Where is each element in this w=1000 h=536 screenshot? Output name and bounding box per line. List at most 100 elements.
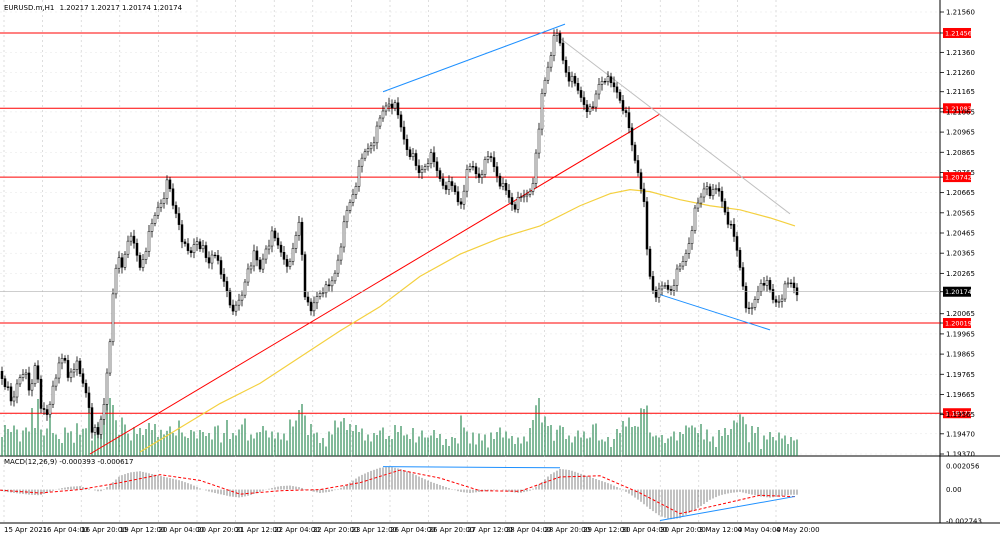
trendline[interactable]: [89, 113, 661, 455]
price-tag: [943, 172, 971, 183]
candle-body: [489, 156, 493, 158]
candle-body: [753, 299, 757, 308]
price-tag: [943, 318, 971, 329]
candle-body: [267, 245, 271, 250]
price-tick-label: 1.20265: [946, 270, 975, 278]
price-tag-label: 1.20174: [945, 288, 972, 296]
price-tag-label: 1.20742: [945, 174, 972, 182]
tick-volume-bars: [1, 398, 798, 456]
candle-body: [663, 285, 667, 287]
candle-body: [408, 149, 412, 158]
candle-body: [84, 383, 88, 394]
candle-body: [495, 166, 499, 177]
trendlines[interactable]: [89, 23, 791, 455]
chart-header: EURUSD.m,H1 1.20217 1.20217 1.20174 1.20…: [4, 4, 183, 12]
candle-body: [186, 243, 190, 251]
time-label: 28 Apr 04:00: [506, 526, 552, 534]
candle-body: [402, 126, 406, 140]
candle-body: [171, 188, 175, 206]
macd-trendline[interactable]: [659, 495, 796, 521]
moving-average: [139, 189, 796, 453]
candle-body: [759, 283, 763, 292]
candle-body: [516, 196, 520, 210]
candle-body: [675, 268, 679, 286]
trendline[interactable]: [659, 294, 771, 331]
time-label: 4 May 04:00: [737, 526, 781, 534]
price-tick-label: 1.20865: [946, 149, 975, 157]
candle-body: [570, 75, 574, 82]
candle-body: [735, 236, 739, 251]
candle-body: [54, 377, 58, 387]
candle-body: [405, 138, 409, 150]
time-label: 30 Apr 20:00: [660, 526, 706, 534]
candle-body: [303, 254, 307, 298]
candle-body: [144, 251, 148, 260]
candle-body: [756, 291, 760, 300]
candle-body: [156, 206, 160, 216]
candle-body: [591, 106, 595, 108]
candle-body: [315, 296, 319, 304]
price-tick-label: 1.20965: [946, 129, 975, 137]
candle-body: [39, 378, 43, 409]
candle-body: [696, 202, 700, 209]
candle-body: [447, 181, 451, 190]
candle-body: [582, 97, 586, 105]
price-tag: [943, 27, 971, 38]
candle-body: [243, 281, 247, 296]
candle-body: [132, 235, 136, 244]
candle-body: [708, 186, 712, 197]
candle-body: [702, 188, 706, 198]
candle-body: [72, 369, 76, 373]
candle-body: [552, 35, 556, 56]
candle-body: [573, 75, 577, 84]
candle-body: [198, 241, 202, 250]
candle-body: [549, 55, 553, 68]
candle-body: [474, 166, 478, 175]
candle-body: [519, 196, 523, 199]
time-label: 15 Apr 2021: [4, 526, 47, 534]
candle-body: [261, 258, 265, 270]
candle-body: [732, 224, 736, 237]
candle-body: [360, 157, 364, 167]
candle-body: [615, 86, 619, 93]
candle-body: [486, 156, 490, 160]
candle-body: [27, 372, 31, 391]
candle-body: [699, 196, 703, 204]
candle-body: [90, 407, 94, 433]
candle-body: [399, 114, 403, 128]
candle-body: [585, 104, 589, 112]
candle-body: [264, 248, 268, 260]
horizontal-levels[interactable]: [0, 32, 940, 414]
candle-body: [648, 248, 652, 277]
candle-body: [645, 201, 649, 250]
candle-body: [588, 106, 592, 112]
candle-body: [147, 231, 151, 252]
time-label: 28 Apr 20:00: [544, 526, 590, 534]
candle-body: [252, 250, 256, 267]
candle-body: [357, 165, 361, 187]
candle-body: [9, 386, 13, 402]
macd-label: MACD(12,26,9) -0.000393 -0.000617: [4, 458, 133, 466]
price-tick-label: 1.20465: [946, 230, 975, 238]
symbol-label: EURUSD.m,H1: [4, 4, 54, 12]
candle-body: [60, 358, 64, 364]
time-label: 16 Apr 20:00: [81, 526, 127, 534]
trendline[interactable]: [382, 23, 566, 93]
candle-body: [318, 293, 322, 297]
candle-body: [96, 427, 100, 435]
candle-body: [336, 259, 340, 274]
candle-body: [762, 283, 766, 286]
candle-body: [120, 257, 124, 268]
candle-body: [492, 157, 496, 167]
macd-trendline[interactable]: [382, 466, 561, 469]
trendline[interactable]: [559, 37, 791, 215]
candle-body: [270, 230, 274, 247]
candle-body: [369, 145, 373, 150]
candle-body: [180, 224, 184, 243]
candle-body: [333, 272, 337, 282]
candle-body: [411, 153, 415, 158]
candle-body: [57, 362, 61, 379]
candle-body: [564, 60, 568, 73]
